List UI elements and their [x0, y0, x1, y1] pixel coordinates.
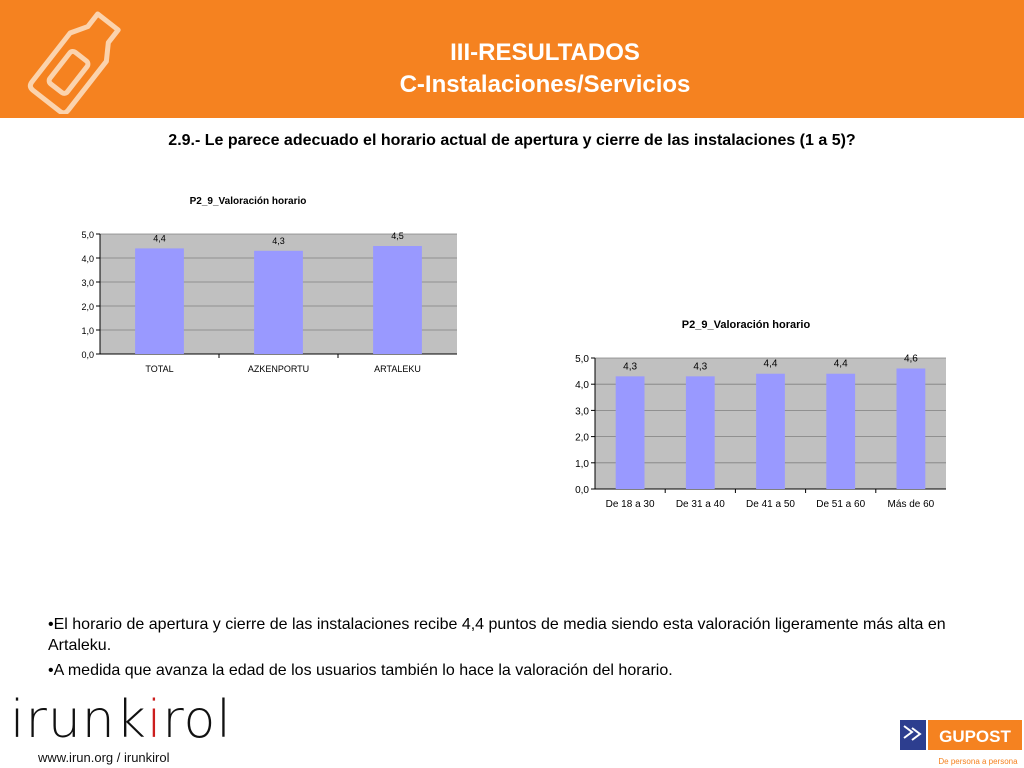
chart-title: P2_9_Valoración horario: [190, 196, 307, 207]
x-tick-label: AZKENPORTU: [248, 364, 309, 374]
data-label: 4,3: [693, 361, 707, 372]
header-bar: III-RESULTADOS C-Instalaciones/Servicios: [0, 0, 1024, 118]
partner-slogan: De persona a persona: [938, 757, 1018, 766]
gupost-logo-icon: GUPOST De persona a persona: [900, 720, 1022, 766]
bar-chart-total: P2_9_Valoración horario 0,0 1,0 2,0 3,0 4,0 5,…: [81, 196, 457, 374]
data-label: 4,4: [153, 233, 166, 243]
data-label: 4,4: [834, 359, 848, 370]
y-tick-label: 0,0: [575, 485, 589, 496]
bar: [373, 246, 422, 354]
finding-item: •A medida que avanza la edad de los usua…: [48, 662, 673, 679]
y-tick-label: 1,0: [575, 459, 589, 470]
brand-part2: rol: [162, 690, 232, 750]
y-tick-label: 1,0: [81, 326, 94, 336]
finding-item: •El horario de apertura y cierre de las …: [48, 616, 946, 654]
y-tick-label: 2,0: [81, 302, 94, 312]
data-label: 4,4: [764, 359, 778, 370]
x-tick-label: De 51 a 60: [816, 499, 865, 510]
page-title: III-RESULTADOS: [450, 39, 640, 66]
partner-logo-text: GUPOST: [939, 727, 1011, 746]
bar: [896, 368, 926, 489]
x-tick-label: De 18 a 30: [606, 499, 655, 510]
y-tick-label: 2,0: [575, 433, 589, 444]
website-link[interactable]: www.irun.org / irunkirol: [38, 750, 170, 765]
y-tick-label: 0,0: [81, 350, 94, 360]
question-text: 2.9.- Le parece adecuado el horario actu…: [168, 132, 856, 149]
chart-title: P2_9_Valoración horario: [682, 319, 811, 331]
x-tick-label: TOTAL: [145, 364, 173, 374]
page-subtitle: C-Instalaciones/Servicios: [399, 71, 691, 98]
bar: [615, 376, 645, 489]
brand-part1: irunk: [10, 690, 147, 750]
bar: [685, 376, 715, 489]
y-tick-label: 5,0: [575, 354, 589, 365]
bar: [826, 373, 856, 489]
y-tick-label: 3,0: [575, 406, 589, 417]
data-label: 4,3: [623, 361, 637, 372]
y-tick-label: 4,0: [81, 254, 94, 264]
irunkirol-logo: irunkirol: [10, 690, 232, 750]
data-label: 4,3: [272, 236, 285, 246]
bar: [756, 373, 785, 489]
x-tick-label: De 41 a 50: [746, 499, 795, 510]
bar: [135, 248, 184, 354]
x-tick-label: De 31 a 40: [676, 499, 725, 510]
y-tick-label: 5,0: [81, 230, 94, 240]
y-tick-label: 4,0: [575, 380, 589, 391]
data-label: 4,6: [904, 353, 918, 364]
findings-list: •El horario de apertura y cierre de las …: [48, 614, 1008, 685]
brand-accent: i: [146, 690, 163, 750]
data-label: 4,5: [391, 231, 404, 241]
x-tick-label: ARTALEKU: [374, 364, 421, 374]
bar: [254, 250, 303, 354]
bar-chart-age: P2_9_Valoración horario 0,0 1,0 2,0 3,0 4,0 5,…: [575, 319, 946, 510]
x-tick-label: Más de 60: [888, 499, 935, 510]
y-tick-label: 3,0: [81, 278, 94, 288]
bottle-logo-icon: [27, 11, 121, 114]
